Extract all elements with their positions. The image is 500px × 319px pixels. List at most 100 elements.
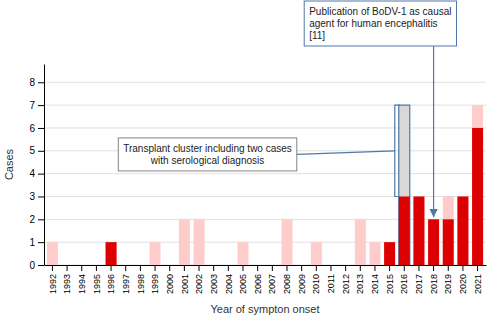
x-tick-label: 1999: [150, 274, 160, 294]
bar: [267, 265, 278, 266]
bar: [355, 219, 366, 265]
y-tick-mark: [38, 242, 44, 243]
y-tick-mark: [38, 105, 44, 106]
bracket: [395, 105, 400, 196]
x-tick-mark: [257, 265, 258, 271]
annotation-line: with serological diagnosis: [150, 155, 264, 166]
x-tick-mark: [272, 265, 273, 271]
bar: [62, 265, 73, 266]
y-tick: 7: [29, 100, 44, 111]
bar: [267, 265, 278, 266]
x-tick: 1993: [62, 265, 72, 294]
x-tick: 2018: [429, 265, 439, 294]
x-tick-mark: [184, 265, 185, 271]
x-tick-label: 1994: [77, 274, 87, 294]
chart: 0123456781992199319941995199619971998199…: [0, 0, 500, 319]
x-tick: 2008: [282, 265, 292, 294]
x-tick-mark: [199, 265, 200, 271]
y-axis-line: [44, 65, 45, 266]
bar: [472, 128, 483, 265]
bars: [47, 105, 483, 265]
bar: [311, 265, 322, 266]
x-tick-label: 2009: [297, 274, 307, 294]
bar: [340, 265, 351, 266]
x-tick: 2006: [253, 265, 263, 294]
bar: [428, 219, 439, 265]
x-tick-mark: [228, 265, 229, 271]
y-axis-title: Cases: [3, 148, 15, 180]
bar: [47, 265, 58, 266]
x-tick-mark: [286, 265, 287, 271]
bar: [135, 265, 146, 266]
x-tick-mark: [374, 265, 375, 271]
annotation: Transplant cluster including two caseswi…: [118, 105, 400, 196]
x-tick-label: 2008: [282, 274, 292, 294]
x-tick-label: 2006: [253, 274, 263, 294]
x-tick-mark: [433, 265, 434, 271]
bar: [311, 242, 322, 265]
x-tick: 1996: [106, 265, 116, 294]
x-tick-mark: [301, 265, 302, 271]
bar: [296, 265, 307, 266]
y-tick-label: 8: [29, 77, 35, 88]
bar: [238, 242, 249, 265]
x-tick: 2015: [385, 265, 395, 294]
x-tick: 1999: [150, 265, 160, 294]
y-tick: 0: [29, 260, 44, 271]
x-tick: 2002: [194, 265, 204, 294]
bar: [164, 265, 175, 266]
x-tick: 1997: [121, 265, 131, 294]
x-tick: 2020: [458, 265, 468, 294]
bar: [413, 196, 424, 265]
y-tick: 5: [29, 145, 44, 156]
x-tick-label: 2007: [267, 274, 277, 294]
x-axis: 1992199319941995199619971998199920002001…: [45, 265, 487, 294]
x-tick-label: 1992: [48, 274, 58, 294]
bar: [443, 219, 454, 265]
x-tick-label: 2003: [209, 274, 219, 294]
y-tick-mark: [38, 196, 44, 197]
x-tick-mark: [389, 265, 390, 271]
y-tick: 2: [29, 214, 44, 225]
bar: [369, 265, 380, 266]
grid-line: [44, 82, 486, 83]
bar: [296, 265, 307, 266]
x-tick-mark: [52, 265, 53, 271]
x-tick-label: 2021: [473, 274, 483, 294]
bar: [76, 265, 87, 266]
x-tick-mark: [213, 265, 214, 271]
bar: [355, 265, 366, 266]
bar: [194, 219, 205, 265]
bar: [208, 265, 219, 266]
x-tick-label: 2020: [458, 274, 468, 294]
x-tick-mark: [462, 265, 463, 271]
x-tick: 2009: [297, 265, 307, 294]
x-tick-label: 1993: [62, 274, 72, 294]
x-tick-label: 2000: [165, 274, 175, 294]
annotation-line: agent for human encephalitis: [309, 18, 437, 29]
x-tick: 2021: [473, 265, 483, 294]
x-tick: 2011: [326, 265, 336, 293]
x-tick-mark: [67, 265, 68, 271]
x-axis-title: Year of sympton onset: [210, 303, 319, 315]
bar: [223, 265, 234, 266]
y-tick-mark: [38, 151, 44, 152]
bar-series: [47, 105, 483, 265]
x-tick-label: 1995: [92, 274, 102, 294]
x-tick: 2016: [399, 265, 409, 294]
y-tick-mark: [38, 128, 44, 129]
x-tick-label: 2013: [355, 274, 365, 294]
annotation-connector: [297, 151, 395, 155]
bar: [208, 265, 219, 266]
bar: [443, 196, 454, 265]
y-axis: 012345678: [29, 65, 44, 271]
y-tick-label: 6: [29, 123, 35, 134]
bar: [106, 242, 117, 265]
x-tick: 2007: [267, 265, 277, 294]
y-tick: 8: [29, 77, 44, 88]
bar: [194, 265, 205, 266]
bar: [457, 196, 468, 265]
x-tick-mark: [243, 265, 244, 271]
x-tick-label: 2018: [429, 274, 439, 294]
bar: [384, 242, 395, 265]
